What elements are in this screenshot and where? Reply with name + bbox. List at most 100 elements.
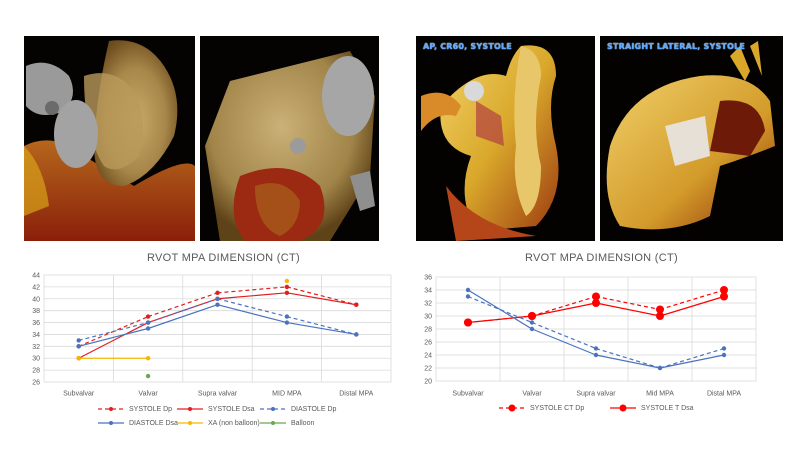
series-line-segment bbox=[147, 292, 218, 318]
legend-swatch-icon bbox=[260, 421, 286, 425]
legend-swatch-icon bbox=[177, 421, 203, 425]
series-line-segment bbox=[78, 327, 149, 347]
x-tick-label: MID MPA bbox=[272, 391, 302, 398]
x-tick-label: Subvalvar bbox=[63, 391, 95, 398]
data-point bbox=[528, 312, 536, 320]
y-tick-label: 26 bbox=[424, 340, 432, 347]
data-point bbox=[284, 314, 290, 319]
data-point bbox=[145, 320, 151, 325]
data-point bbox=[215, 302, 220, 307]
data-point bbox=[354, 302, 359, 307]
data-point bbox=[465, 287, 471, 293]
ct-render-image-1 bbox=[24, 36, 195, 241]
ct-render-image-2 bbox=[200, 36, 379, 241]
data-point bbox=[215, 296, 220, 301]
data-point bbox=[354, 332, 359, 337]
y-tick-label: 22 bbox=[424, 366, 432, 373]
data-point bbox=[721, 352, 727, 358]
legend-swatch-icon bbox=[98, 407, 124, 411]
y-tick-label: 24 bbox=[424, 353, 432, 360]
series-line-segment bbox=[595, 302, 661, 317]
legend-item: DIASTOLE Dsa bbox=[96, 418, 178, 428]
chart-title: RVOT MPA DIMENSION (CT) bbox=[147, 252, 300, 264]
legend-swatch-icon bbox=[610, 404, 636, 412]
y-tick-label: 26 bbox=[32, 380, 40, 387]
legend-swatch-icon bbox=[98, 421, 124, 425]
y-tick-label: 32 bbox=[424, 301, 432, 308]
series-line-segment bbox=[78, 321, 149, 341]
series-line-segment bbox=[78, 322, 149, 359]
x-tick-label: Subvalvar bbox=[452, 391, 484, 398]
legend-item: SYSTOLE T Dsa bbox=[608, 403, 694, 413]
data-point bbox=[464, 318, 472, 327]
series-line-segment bbox=[286, 292, 357, 306]
series-line-segment bbox=[531, 321, 597, 350]
legend-label: Balloon bbox=[291, 419, 315, 427]
data-point bbox=[145, 356, 151, 361]
legend-label: SYSTOLE CT Dp bbox=[530, 404, 585, 412]
data-point bbox=[657, 365, 663, 371]
data-point bbox=[720, 292, 728, 301]
legend-label: XA (non balloon) bbox=[208, 419, 260, 427]
series-line-segment bbox=[595, 295, 661, 311]
ct-render-image-3: AP, CR60, SYSTOLE bbox=[416, 36, 595, 241]
y-tick-label: 36 bbox=[32, 320, 40, 327]
legend-label: DIASTOLE Dp bbox=[291, 405, 337, 413]
legend-swatch-icon bbox=[499, 404, 525, 412]
legend-item: SYSTOLE CT Dp bbox=[497, 403, 584, 413]
data-point bbox=[76, 356, 81, 361]
y-tick-label: 34 bbox=[424, 288, 432, 295]
series-line-segment bbox=[286, 316, 357, 336]
series-line-segment bbox=[467, 289, 533, 330]
legend-label: SYSTOLE Dsa bbox=[208, 405, 255, 413]
image-label: AP, CR60, SYSTOLE bbox=[423, 42, 512, 51]
data-point bbox=[529, 326, 535, 332]
series-line-segment bbox=[217, 298, 288, 318]
series-line-segment bbox=[531, 328, 597, 356]
data-point bbox=[465, 294, 471, 299]
data-point bbox=[720, 286, 728, 294]
series-line-segment bbox=[147, 304, 218, 330]
series-line-segment bbox=[217, 292, 287, 300]
y-tick-label: 28 bbox=[424, 327, 432, 334]
y-tick-label: 40 bbox=[32, 296, 40, 303]
data-point bbox=[593, 346, 599, 351]
x-tick-label: Supra valvar bbox=[198, 391, 238, 398]
data-point bbox=[656, 305, 664, 314]
data-point bbox=[145, 314, 151, 319]
x-tick-label: Valvar bbox=[522, 391, 542, 398]
y-tick-label: 32 bbox=[32, 344, 40, 351]
legend-item: Balloon bbox=[258, 418, 314, 428]
series-line-segment bbox=[531, 302, 597, 317]
y-tick-label: 30 bbox=[32, 356, 40, 363]
series-line-segment bbox=[217, 286, 287, 294]
data-point bbox=[284, 284, 290, 290]
series-line-segment bbox=[217, 304, 288, 324]
x-tick-label: Distal MPA bbox=[339, 391, 373, 398]
y-tick-label: 42 bbox=[32, 284, 40, 291]
y-tick-label: 38 bbox=[32, 308, 40, 315]
series-line-segment bbox=[595, 354, 661, 369]
data-point bbox=[284, 278, 290, 284]
legend-swatch-icon bbox=[177, 407, 203, 411]
legend-item: SYSTOLE Dp bbox=[96, 404, 172, 414]
data-point bbox=[592, 299, 600, 307]
series-line-segment bbox=[286, 321, 357, 336]
legend-item: DIASTOLE Dp bbox=[258, 404, 336, 414]
data-point bbox=[76, 344, 81, 349]
x-tick-label: Supra valvar bbox=[576, 391, 616, 398]
line-chart-left: 26 28 30 32 34 36 38 40 42 44 Subvalvar Valvar Supra… bbox=[32, 273, 392, 398]
series-line-segment bbox=[467, 295, 533, 324]
data-point bbox=[592, 292, 600, 301]
image-label: STRAIGHT LATERAL, SYSTOLE bbox=[607, 42, 746, 51]
data-point bbox=[721, 346, 727, 351]
y-tick-label: 34 bbox=[32, 332, 40, 339]
y-tick-label: 44 bbox=[32, 273, 40, 280]
legend-label: SYSTOLE T Dsa bbox=[641, 404, 694, 412]
data-point bbox=[76, 338, 81, 343]
chart-title: RVOT MPA DIMENSION (CT) bbox=[525, 252, 678, 264]
legend-item: XA (non balloon) bbox=[175, 418, 260, 428]
data-point bbox=[529, 320, 535, 325]
series-line-segment bbox=[286, 286, 357, 306]
